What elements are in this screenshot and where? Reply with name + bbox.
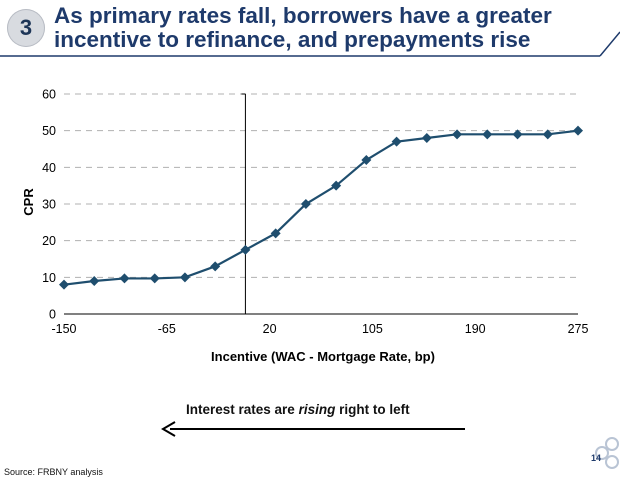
data-point — [300, 199, 311, 209]
source-note: Source: FRBNY analysis — [4, 467, 103, 477]
slide-title: As primary rates fall, borrowers have a … — [54, 4, 594, 52]
title-rule — [0, 31, 620, 57]
data-point — [240, 244, 251, 255]
x-tick-label: -150 — [51, 322, 76, 336]
arrow-caption-start: Interest rates are — [186, 402, 299, 417]
x-tick-label: 20 — [263, 322, 277, 336]
data-point — [59, 279, 69, 290]
y-tick-label: 50 — [42, 124, 56, 138]
x-tick-label: 190 — [465, 322, 486, 336]
x-tick-label: -65 — [158, 322, 176, 336]
data-point — [119, 273, 130, 284]
slide-number-badge: 3 — [7, 9, 45, 47]
data-point — [149, 273, 160, 284]
title-line-1: As primary rates fall, borrowers have a … — [54, 3, 552, 28]
series-line — [63, 129, 579, 286]
data-point — [179, 272, 190, 283]
page-number: 14 — [591, 453, 602, 463]
cpr-line-chart: 0 10 20 30 40 50 60 -150 -65 20 105 190 275 Incentive… — [21, 88, 589, 365]
data-point — [573, 125, 583, 136]
slide-number: 3 — [19, 15, 33, 40]
y-tick-label: 20 — [42, 234, 56, 248]
data-point — [542, 129, 553, 140]
data-point — [482, 129, 493, 140]
y-tick-label: 40 — [42, 161, 56, 175]
y-axis-label: CPR — [21, 188, 36, 216]
arrow-caption-italic: rising — [298, 402, 336, 417]
data-point — [361, 155, 372, 165]
arrow-caption: Interest rates are rising right to left — [186, 402, 410, 417]
data-point — [210, 261, 221, 272]
x-tick-label: 275 — [568, 322, 589, 336]
data-point — [391, 136, 402, 147]
data-point — [331, 180, 342, 191]
title-line-2: incentive to refinance, and prepayments … — [54, 27, 531, 52]
y-tick-label: 60 — [42, 88, 56, 102]
data-point — [89, 276, 100, 286]
y-tick-label: 10 — [42, 271, 56, 285]
x-tick-label: 105 — [362, 322, 383, 336]
data-point — [512, 129, 523, 140]
x-axis-label: Incentive (WAC - Mortgage Rate, bp) — [211, 349, 435, 364]
data-point — [270, 228, 281, 239]
arrow-caption-end: right to left — [335, 402, 410, 417]
y-tick-label: 0 — [49, 308, 56, 322]
data-point — [421, 133, 432, 143]
corner-decoration-icon — [595, 437, 619, 469]
data-point — [452, 129, 463, 140]
y-tick-label: 30 — [42, 198, 56, 212]
